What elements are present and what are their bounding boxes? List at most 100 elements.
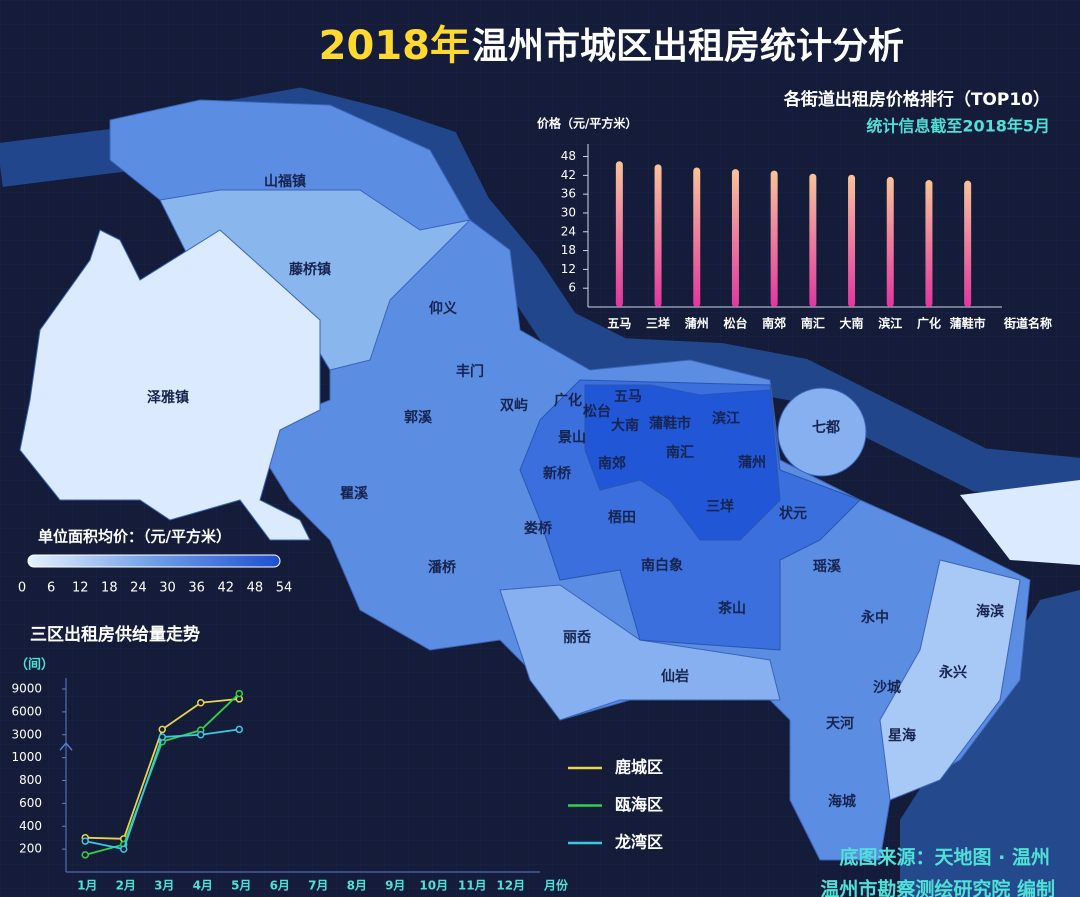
x-tick-label: 五马 (607, 317, 631, 331)
bar (731, 169, 739, 307)
district-label: 海城 (828, 793, 856, 810)
y-tick-label: 6000 (11, 704, 42, 718)
legend-tick-label: 36 (188, 581, 205, 596)
district-label: 南郊 (598, 455, 626, 472)
bar (848, 174, 856, 307)
district-label: 娄桥 (524, 520, 553, 537)
y-tick-label: 800 (19, 773, 42, 787)
chart-title: 各街道出租房价格排行（TOP10） (783, 89, 1050, 110)
source: 底图来源：天地图 · 温州 (840, 846, 1050, 869)
district-label: 新桥 (543, 465, 572, 482)
legend-label: 鹿城区 (615, 758, 663, 777)
series-point (158, 733, 166, 741)
district-label: 仰义 (429, 300, 457, 317)
district-label: 蒲鞋市 (649, 415, 691, 432)
y-tick-label: 24 (561, 224, 576, 238)
x-tick-label: 7月 (308, 879, 328, 893)
series-point (197, 731, 205, 739)
district-label: 三垟 (706, 498, 734, 515)
legend-tick-label: 6 (47, 581, 55, 596)
district-label: 茶山 (717, 600, 746, 617)
legend-tick-label: 18 (101, 581, 118, 596)
y-tick-label: 36 (561, 187, 576, 201)
district-label: 藤桥镇 (289, 261, 331, 278)
district-label: 松台 (583, 403, 611, 420)
district-label: 星海 (888, 727, 916, 744)
x-tick-label: 11月 (458, 879, 487, 893)
y-tick-label: 1000 (11, 750, 42, 764)
district-area (19, 229, 321, 541)
district-area (499, 584, 781, 721)
y-axis-label: 价格（元/平方米） (537, 116, 637, 131)
axis-break (59, 742, 73, 751)
district-label: 七都 (812, 420, 840, 436)
legend-tick-label: 0 (18, 581, 26, 596)
district-label: 梧田 (608, 509, 636, 526)
series-point (120, 845, 128, 853)
legend-tick-label: 30 (159, 581, 176, 596)
x-tick-label: 3月 (154, 879, 174, 893)
district-label: 瞿溪 (340, 485, 369, 502)
district-label: 南汇 (666, 444, 694, 461)
district-label: 双屿 (500, 397, 528, 414)
district-label: 丰门 (456, 363, 484, 380)
title: 温州市城区出租房统计分析 (472, 26, 904, 67)
x-axis-label: 月份 (543, 878, 569, 893)
legend-tick-label: 24 (130, 581, 147, 596)
bar (809, 173, 817, 307)
bar (693, 167, 701, 307)
y-tick-label: 600 (19, 796, 42, 810)
legend-tick-label: 42 (218, 581, 235, 596)
x-tick-label: 6月 (270, 879, 290, 893)
legend-tick-label: 54 (276, 581, 293, 596)
y-tick-label: 12 (561, 262, 576, 276)
bar (770, 170, 778, 307)
x-axis-label: 街道名称 (1003, 316, 1052, 331)
x-tick-label: 2月 (116, 879, 136, 893)
y-tick-label: 18 (561, 243, 576, 257)
district-label: 仙岩 (661, 668, 689, 685)
district-label: 南白象 (641, 557, 683, 574)
island (777, 387, 867, 477)
legend-tick-label: 12 (72, 581, 89, 596)
series-point (158, 725, 166, 734)
bar (886, 176, 894, 307)
y-tick-label: 9000 (11, 682, 42, 696)
bar (964, 180, 972, 307)
district-label: 瑶溪 (813, 558, 842, 575)
x-tick-label: 三垟 (646, 316, 670, 331)
y-tick-label: 30 (561, 205, 576, 219)
district-label: 潘桥 (428, 559, 457, 576)
series-point (197, 698, 205, 707)
x-tick-label: 10月 (419, 879, 448, 893)
x-tick-label: 9月 (385, 879, 405, 893)
x-tick-label: 松台 (723, 316, 747, 331)
district-label: 天河 (826, 715, 854, 732)
x-tick-label: 5月 (231, 879, 251, 893)
x-tick-label: 大南 (840, 316, 864, 331)
district-label: 郭溪 (404, 409, 433, 426)
district-label: 状元 (779, 505, 807, 522)
title-highlight: 2018年 (319, 23, 470, 69)
x-tick-label: 蒲州 (685, 316, 709, 331)
district-label: 山福镇 (264, 173, 306, 190)
source: 温州市勘察测绘研究院 编制 (820, 878, 1055, 897)
y-tick-label: 3000 (11, 727, 42, 741)
district-label: 五马 (614, 389, 642, 405)
district-label: 滨江 (712, 410, 740, 427)
district-label: 海滨 (976, 603, 1004, 620)
district-label: 沙城 (873, 679, 901, 696)
bar (925, 180, 933, 307)
x-tick-label: 1月 (77, 879, 97, 893)
x-tick-label: 4月 (193, 879, 213, 893)
legend-bar (27, 554, 281, 568)
x-tick-label: 滨江 (878, 316, 902, 331)
district-label: 广化 (554, 392, 582, 409)
sea (960, 480, 1080, 565)
y-tick-label: 42 (561, 168, 576, 182)
series-point (81, 851, 89, 859)
district-label: 泽雅镇 (147, 389, 189, 406)
legend-label: 瓯海区 (615, 795, 663, 814)
district-area (879, 559, 1021, 801)
